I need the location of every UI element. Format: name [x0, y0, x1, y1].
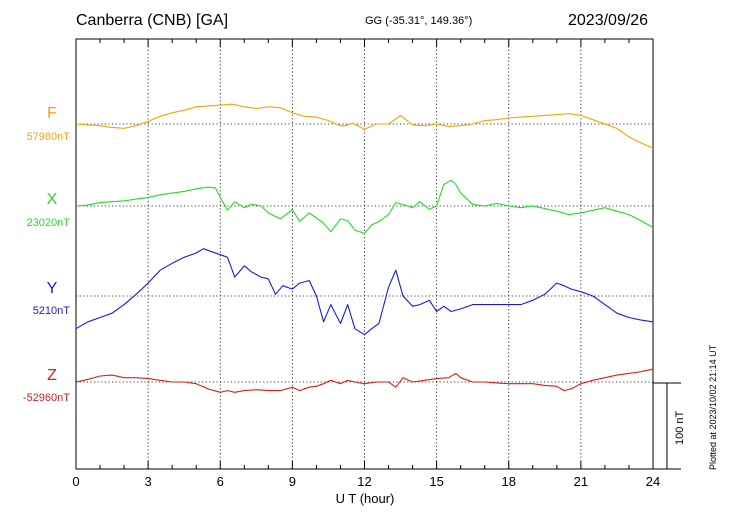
baseline-label-x: 23020nT — [27, 217, 71, 229]
baseline-label-y: 5210nT — [33, 305, 71, 317]
trace-f — [75, 103, 654, 149]
series-name-x: X — [47, 191, 58, 208]
plot-date: 2023/09/26 — [568, 12, 649, 29]
plot-frame — [75, 38, 654, 470]
x-tick-label: 9 — [289, 474, 296, 489]
station-title: Canberra (CNB) [GA] — [76, 12, 229, 29]
x-tick-label: 24 — [646, 474, 660, 489]
baseline-label-f: 57980nT — [27, 131, 71, 143]
scale-bar: 100 nT — [653, 382, 686, 470]
x-tick-label: 18 — [502, 474, 516, 489]
x-axis-ticks: 0 3 6 9 12 15 18 21 24 — [72, 39, 660, 489]
series-labels: F 57980nT X 23020nT Y 5210nT Z -52960nT — [23, 105, 70, 404]
x-tick-label: 15 — [429, 474, 443, 489]
scale-bar-label: 100 nT — [674, 410, 686, 445]
x-tick-label: 6 — [217, 474, 224, 489]
x-axis-title: U T (hour) — [336, 491, 395, 506]
trace-x — [75, 179, 654, 235]
trace-z — [75, 368, 654, 393]
series-name-y: Y — [47, 280, 58, 297]
plotted-at-note: Plotted at 2023/10/02 21:14 UT — [708, 344, 718, 470]
series-name-z: Z — [47, 367, 57, 384]
x-tick-label: 12 — [357, 474, 371, 489]
station-coordinates: GG (-35.31°, 149.36°) — [365, 15, 473, 27]
x-tick-label: 0 — [72, 474, 79, 489]
x-tick-label: 3 — [145, 474, 152, 489]
traces — [75, 103, 654, 393]
x-tick-label: 21 — [574, 474, 588, 489]
series-name-f: F — [47, 105, 57, 122]
baseline-label-z: -52960nT — [23, 392, 70, 404]
grid-lines — [76, 39, 653, 469]
trace-y — [75, 248, 654, 336]
